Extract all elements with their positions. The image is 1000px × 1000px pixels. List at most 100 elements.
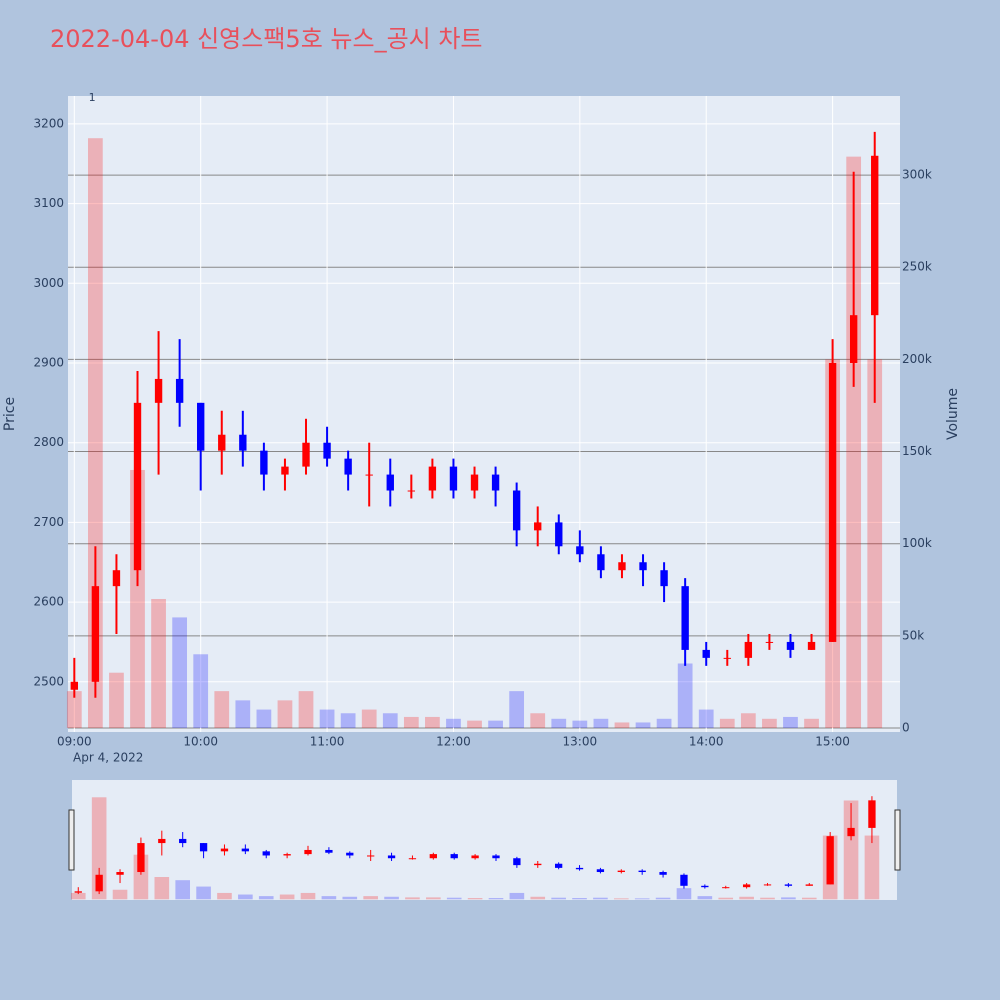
candle-body bbox=[722, 887, 730, 889]
volume-bar bbox=[258, 896, 274, 900]
volume-bar bbox=[238, 894, 253, 900]
volume-bar bbox=[382, 713, 398, 729]
volume-bar bbox=[446, 718, 461, 729]
volume-bar bbox=[467, 720, 482, 729]
candle-body bbox=[660, 570, 668, 587]
candle-body bbox=[323, 442, 331, 459]
volume-bar bbox=[88, 138, 103, 729]
volume-bar bbox=[530, 896, 546, 900]
candle-body bbox=[680, 874, 688, 886]
candle-body bbox=[137, 843, 145, 873]
candle-body bbox=[344, 458, 352, 475]
candle-body bbox=[346, 852, 354, 856]
candle-body bbox=[784, 884, 793, 886]
volume-bar bbox=[593, 897, 608, 900]
candle-body bbox=[639, 562, 647, 571]
volume-bar bbox=[804, 718, 819, 729]
volume-bar bbox=[509, 892, 525, 900]
candle-body bbox=[513, 858, 521, 866]
candle-body bbox=[555, 522, 563, 547]
y-tick-label: 3200 bbox=[33, 116, 64, 130]
volume-bar bbox=[718, 897, 734, 900]
range-handle[interactable] bbox=[894, 809, 901, 871]
annotation: 1 bbox=[89, 91, 96, 104]
volume-bar bbox=[572, 720, 588, 729]
candle-body bbox=[239, 434, 247, 451]
volume-bar bbox=[676, 888, 692, 900]
volume-bar bbox=[70, 892, 86, 900]
volume-bar bbox=[363, 896, 378, 900]
volume-bar bbox=[656, 718, 672, 729]
y-tick-label: 2700 bbox=[33, 515, 64, 529]
range-slider[interactable] bbox=[72, 780, 897, 900]
volume-bar bbox=[635, 722, 651, 729]
candle-body bbox=[175, 378, 184, 403]
y2-axis-title: Volume bbox=[945, 388, 961, 440]
candle-body bbox=[70, 681, 79, 690]
volume-bar bbox=[298, 691, 314, 729]
candle-body bbox=[91, 586, 100, 682]
volume-bar bbox=[235, 700, 251, 729]
volume-bar bbox=[91, 797, 107, 900]
candle-body bbox=[702, 649, 710, 658]
candle-body bbox=[450, 854, 458, 859]
volume-bar bbox=[300, 892, 316, 900]
candle-body bbox=[763, 884, 772, 886]
candle-body bbox=[133, 402, 142, 571]
candle-body bbox=[408, 858, 417, 860]
volume-bar bbox=[214, 691, 230, 729]
volume-bar bbox=[551, 718, 567, 729]
candle-body bbox=[325, 849, 333, 853]
y-tick-label: 2600 bbox=[33, 595, 64, 609]
candle-body bbox=[116, 872, 124, 875]
candle-body bbox=[744, 641, 753, 658]
volume-bar bbox=[509, 691, 525, 729]
y2-tick-label: 150k bbox=[902, 444, 932, 458]
candle-body bbox=[304, 849, 312, 855]
candle-body bbox=[241, 848, 250, 852]
y2-tick-label: 50k bbox=[902, 628, 924, 642]
y-tick-label: 3000 bbox=[33, 276, 64, 290]
candle-body bbox=[617, 870, 625, 873]
y2-tick-label: 100k bbox=[902, 536, 932, 550]
candle-body bbox=[723, 657, 731, 659]
y-tick-label: 3100 bbox=[33, 196, 64, 210]
volume-bar bbox=[321, 896, 337, 900]
volume-bar bbox=[530, 713, 546, 729]
candle-body bbox=[407, 490, 416, 492]
volume-bar bbox=[801, 897, 817, 900]
candle-body bbox=[387, 855, 396, 859]
x-tick-label: 09:00 bbox=[57, 735, 92, 749]
candle-body bbox=[512, 490, 521, 531]
candle-body bbox=[871, 155, 879, 316]
volume-bar bbox=[698, 709, 714, 729]
candle-body bbox=[158, 838, 166, 844]
volume-bar bbox=[279, 894, 295, 900]
candle-body bbox=[471, 855, 479, 859]
candle-body bbox=[534, 863, 542, 866]
volume-bar bbox=[677, 663, 693, 729]
volume-bar bbox=[762, 718, 777, 729]
range-handle[interactable] bbox=[68, 809, 75, 871]
candle-body bbox=[491, 474, 500, 491]
volume-bar bbox=[488, 898, 504, 900]
candle-body bbox=[470, 474, 479, 491]
candle-body bbox=[260, 450, 268, 475]
volume-bar bbox=[175, 880, 191, 900]
candle-body bbox=[742, 884, 751, 888]
candle-body bbox=[283, 854, 291, 856]
candle-body bbox=[596, 869, 605, 873]
y-axis-title: Price bbox=[2, 397, 18, 431]
candle-body bbox=[868, 800, 876, 828]
volume-bar bbox=[405, 897, 420, 900]
y-tick-label: 2800 bbox=[33, 435, 64, 449]
volume-bar bbox=[783, 716, 798, 729]
volume-bar bbox=[256, 709, 272, 729]
candle-body bbox=[575, 867, 584, 870]
candle-body bbox=[554, 863, 563, 868]
candle-body bbox=[386, 474, 394, 491]
volume-bar bbox=[740, 713, 756, 729]
candle-body bbox=[365, 474, 373, 476]
candle-body bbox=[197, 402, 205, 451]
